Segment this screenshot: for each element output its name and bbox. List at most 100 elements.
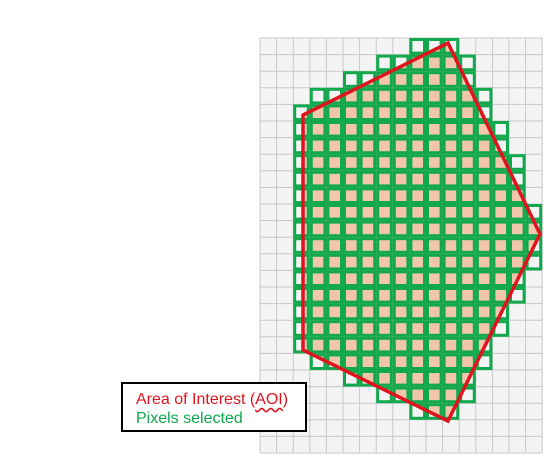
selected-pixel: [459, 187, 476, 204]
selected-pixel: [475, 320, 493, 337]
selected-pixel: [409, 154, 426, 171]
selected-pixel: [309, 170, 327, 188]
selected-pixel: [426, 237, 443, 254]
selected-pixel: [359, 121, 377, 138]
selected-pixel: [343, 137, 360, 155]
selected-pixel: [376, 336, 393, 354]
selected-pixel: [376, 270, 393, 287]
selected-pixel: [426, 353, 443, 370]
selected-pixel: [459, 303, 476, 321]
selected-pixel: [343, 336, 360, 354]
selected-pixel: [359, 320, 377, 337]
selected-pixel: [359, 253, 377, 271]
selected-pixel: [426, 104, 443, 122]
selected-pixel-outlines: [293, 38, 543, 420]
selected-pixel: [343, 220, 360, 238]
selected-pixel: [326, 121, 343, 138]
selected-pixel: [442, 270, 460, 287]
selected-pixel: [359, 104, 377, 122]
selected-pixel: [509, 253, 526, 271]
selected-pixel: [392, 204, 410, 221]
selected-pixel: [376, 237, 393, 254]
selected-pixel: [376, 370, 393, 387]
selected-pixel: [459, 137, 476, 155]
selected-pixel: [509, 154, 526, 171]
selected-pixel: [343, 353, 360, 370]
selected-pixel: [326, 187, 343, 204]
aoi-polygon: [301, 40, 542, 424]
selected-pixel: [509, 237, 526, 254]
selected-pixel: [492, 237, 509, 254]
selected-pixel: [359, 137, 377, 155]
selected-pixel: [442, 220, 460, 238]
selected-pixel: [309, 287, 327, 304]
selected-pixel: [343, 287, 360, 304]
selected-pixel: [376, 303, 393, 321]
selected-pixel: [359, 303, 377, 321]
selected-pixel: [326, 287, 343, 304]
selected-pixel: [409, 220, 426, 238]
selected-pixel: [309, 237, 327, 254]
selected-pixel: [442, 287, 460, 304]
selected-pixel: [392, 353, 410, 370]
selected-pixel: [459, 320, 476, 337]
selected-pixel: [309, 187, 327, 204]
selected-pixel: [492, 270, 509, 287]
selected-pixel: [326, 237, 343, 254]
selected-pixel: [459, 287, 476, 304]
selected-pixel: [309, 336, 327, 354]
selected-pixel: [409, 38, 426, 55]
selected-pixel: [426, 320, 443, 337]
selected-pixel: [343, 187, 360, 204]
selected-pixel: [343, 320, 360, 337]
selected-pixel: [359, 336, 377, 354]
selected-pixel: [376, 353, 393, 370]
selected-pixel: [343, 154, 360, 171]
selected-pixel: [475, 303, 493, 321]
selected-pixel: [409, 237, 426, 254]
selected-pixel: [326, 270, 343, 287]
selected-pixel: [509, 204, 526, 221]
selected-pixel: [509, 270, 526, 287]
selected-pixel: [326, 253, 343, 271]
legend: Area of Interest (AOI) Pixels selected: [121, 382, 307, 432]
selected-pixel: [442, 187, 460, 204]
selected-pixel: [309, 320, 327, 337]
selected-pixel: [426, 170, 443, 188]
selected-pixel: [426, 54, 443, 72]
selected-pixel: [459, 104, 476, 122]
selected-pixel: [426, 370, 443, 387]
selected-pixel: [392, 187, 410, 204]
legend-aoi-prefix: Area of Interest (: [136, 391, 256, 408]
selected-pixel: [392, 104, 410, 122]
selected-pixel: [492, 303, 509, 321]
selected-pixel: [426, 336, 443, 354]
selected-pixel: [309, 121, 327, 138]
selected-pixel: [475, 204, 493, 221]
selected-pixel: [492, 287, 509, 304]
selected-pixel: [426, 71, 443, 88]
legend-pixels-selected: Pixels selected: [136, 410, 243, 427]
selected-pixel: [309, 220, 327, 238]
selected-pixel: [376, 220, 393, 238]
selected-pixel: [359, 237, 377, 254]
selected-pixel: [442, 320, 460, 337]
legend-aoi-suffix: ): [282, 391, 289, 408]
selected-pixel: [343, 121, 360, 138]
selected-pixel: [492, 204, 509, 221]
selected-pixel: [309, 154, 327, 171]
selected-pixel: [409, 104, 426, 122]
selected-pixel: [475, 237, 493, 254]
selected-pixel: [343, 204, 360, 221]
selected-pixel: [426, 204, 443, 221]
selected-pixel: [376, 287, 393, 304]
selected-pixel: [409, 121, 426, 138]
selected-pixel: [442, 104, 460, 122]
selected-pixel: [426, 154, 443, 171]
selected-pixel: [475, 287, 493, 304]
selected-pixel: [409, 336, 426, 354]
selected-pixel: [309, 270, 327, 287]
selected-pixel: [343, 71, 360, 88]
selected-pixel: [475, 336, 493, 354]
selected-pixel: [376, 154, 393, 171]
